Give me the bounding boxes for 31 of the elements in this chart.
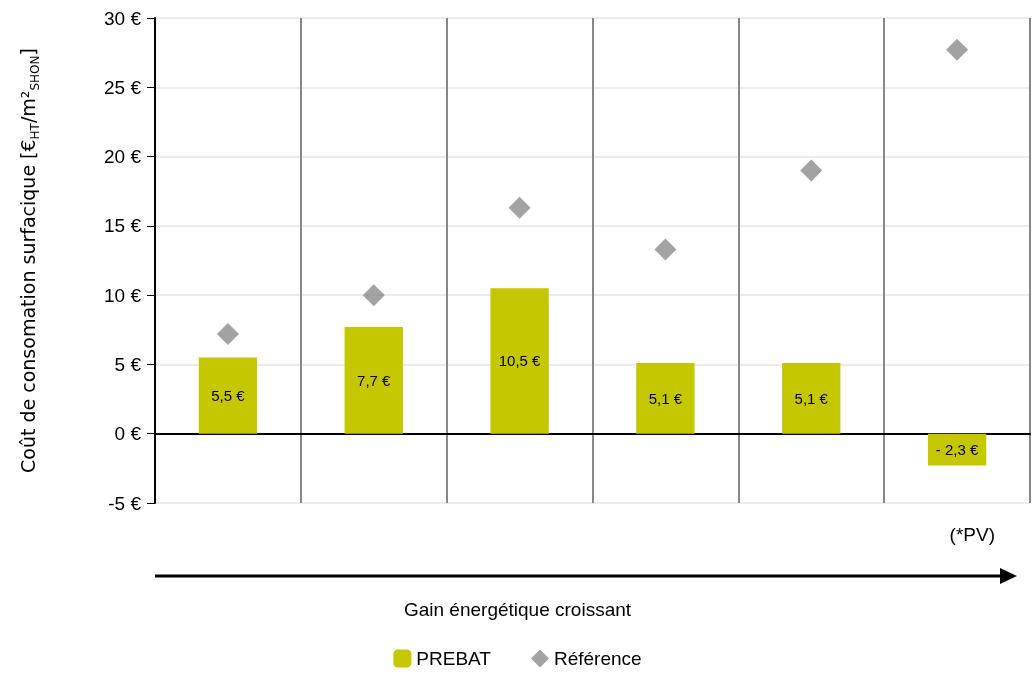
point xyxy=(946,38,969,61)
data-label: 10,5 € xyxy=(498,352,542,370)
point xyxy=(800,159,823,182)
point xyxy=(216,322,239,345)
data-label: 5,1 € xyxy=(794,389,829,407)
y-tick-label: -5 € xyxy=(108,492,142,514)
y-tick-label: 0 € xyxy=(114,423,142,445)
bar xyxy=(782,363,841,434)
bar xyxy=(927,433,987,466)
y-tick-label: 25 € xyxy=(104,76,142,98)
bar xyxy=(344,327,403,434)
y-tick-label: 10 € xyxy=(104,284,142,306)
data-label: 7,7 € xyxy=(357,371,392,389)
data-label: - 2,3 € xyxy=(935,441,979,459)
bar xyxy=(490,288,549,434)
point xyxy=(508,196,531,219)
text: Gain énergétique croissant xyxy=(403,599,632,620)
bar xyxy=(636,363,695,434)
y-tick-label: 20 € xyxy=(104,146,142,168)
legend-label: PREBAT xyxy=(416,648,492,669)
y-tick-label: 15 € xyxy=(104,215,142,237)
point xyxy=(654,238,677,261)
point xyxy=(362,284,385,307)
y-tick-label: 30 € xyxy=(104,7,142,29)
bar xyxy=(198,357,258,434)
y-axis-title: Coût de consomation surfacique [€HT/m²SHON] xyxy=(17,48,42,473)
data-label: 5,1 € xyxy=(648,389,683,407)
y-tick-label: 5 € xyxy=(114,353,142,375)
legend-label: Référence xyxy=(553,648,642,669)
text: (*PV) xyxy=(949,524,996,545)
data-label: 5,5 € xyxy=(211,387,246,405)
